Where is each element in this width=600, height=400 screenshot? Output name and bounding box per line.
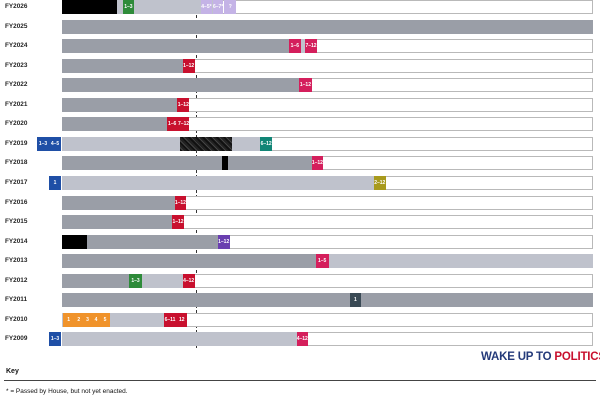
year-label-fy2017: FY2017 <box>5 179 28 186</box>
fiscal-year-start-line <box>196 0 197 348</box>
funding-segment-light <box>328 254 593 268</box>
year-label-fy2015: FY2015 <box>5 218 28 225</box>
bill-box: 2 <box>74 313 84 327</box>
funding-segment-light <box>62 137 181 151</box>
bill-box: 7–12 <box>305 39 317 53</box>
bill-box: 1–3 <box>129 274 142 288</box>
prior-bill-box: 4–5 <box>49 137 61 151</box>
prior-bill-box: 1 <box>49 176 61 190</box>
bill-box: 1–12 <box>299 78 312 92</box>
bill-box: 1–12 <box>177 98 190 112</box>
bill-box: 5 <box>100 313 110 327</box>
year-label-fy2014: FY2014 <box>5 238 28 245</box>
year-label-fy2019: FY2019 <box>5 140 28 147</box>
bill-box: 4–12 <box>182 274 195 288</box>
year-label-fy2013: FY2013 <box>5 257 28 264</box>
funding-segment-light <box>141 274 183 288</box>
funding-segment-black <box>62 0 118 14</box>
bill-box: 1–12 <box>171 215 185 229</box>
bill-box: 2–12 <box>373 176 386 190</box>
bill-box: 6–11 <box>163 313 177 327</box>
funding-segment-dark <box>62 20 593 34</box>
year-label-fy2010: FY2010 <box>5 316 28 323</box>
funding-segment-dark <box>62 293 350 307</box>
funding-segment-black <box>222 156 228 170</box>
brand-part1: WAKE UP TO <box>481 351 552 363</box>
brand-logo: WAKE UP TO POLITICS <box>481 351 600 363</box>
bill-box: 1 <box>63 313 75 327</box>
bill-box: 4 <box>91 313 101 327</box>
bill-box: 4–5* <box>201 0 212 14</box>
year-label-fy2022: FY2022 <box>5 81 28 88</box>
bill-box: 7–12 <box>177 117 190 131</box>
brand-part2: POLITICS <box>554 351 600 363</box>
year-label-fy2020: FY2020 <box>5 120 28 127</box>
funding-segment-dark <box>62 39 289 53</box>
funding-segment-dark <box>62 254 316 268</box>
bill-box: 1 <box>349 293 361 307</box>
funding-segment-dark <box>86 235 218 249</box>
year-label-fy2011: FY2011 <box>5 296 28 303</box>
funding-segment-dark <box>62 59 183 73</box>
prior-bill-box: 1–3 <box>49 332 61 346</box>
year-label-fy2021: FY2021 <box>5 101 28 108</box>
funding-segment-light <box>117 0 224 14</box>
funding-segment-light <box>231 137 261 151</box>
bill-box: 6–12 <box>260 137 273 151</box>
funding-segment-dark <box>62 98 178 112</box>
bill-box: ? <box>224 0 237 14</box>
key-divider <box>4 380 596 381</box>
funding-segment-dark <box>360 293 593 307</box>
bill-box: 1–12 <box>217 235 230 249</box>
year-label-fy2026: FY2026 <box>5 3 28 10</box>
year-label-fy2024: FY2024 <box>5 42 28 49</box>
bill-box: 1–3 <box>122 0 135 14</box>
bill-box: 1–6 <box>166 117 178 131</box>
bill-box: 4–12 <box>296 332 308 346</box>
funding-segment-dark <box>62 196 175 210</box>
key-title: Key <box>6 368 19 375</box>
bill-box: 6–7* <box>212 0 224 14</box>
bill-box: 1–5 <box>315 254 329 268</box>
funding-segment-light <box>62 176 374 190</box>
funding-segment-black <box>62 235 87 249</box>
bill-box: 1–6 <box>288 39 301 53</box>
year-label-fy2023: FY2023 <box>5 62 28 69</box>
funding-segment-black <box>180 137 232 151</box>
funding-segment-dark <box>62 156 223 170</box>
prior-bill-box: 1–3 <box>37 137 49 151</box>
year-label-fy2009: FY2009 <box>5 335 28 342</box>
funding-segment-dark <box>62 274 130 288</box>
year-label-fy2025: FY2025 <box>5 23 28 30</box>
year-label-fy2018: FY2018 <box>5 159 28 166</box>
funding-segment-dark <box>62 117 167 131</box>
bill-box: 1–12 <box>311 156 324 170</box>
year-label-fy2012: FY2012 <box>5 277 28 284</box>
bill-box: 1–12 <box>174 196 187 210</box>
bill-box: 12 <box>176 313 188 327</box>
funding-segment-dark <box>62 78 300 92</box>
funding-segment-dark <box>62 215 172 229</box>
bill-box: 3 <box>83 313 92 327</box>
year-label-fy2016: FY2016 <box>5 199 28 206</box>
funding-segment-dark <box>227 156 312 170</box>
bill-box: 1–12 <box>182 59 195 73</box>
key-note: * = Passed by House, but not yet enacted… <box>6 388 128 395</box>
funding-segment-light <box>62 332 297 346</box>
